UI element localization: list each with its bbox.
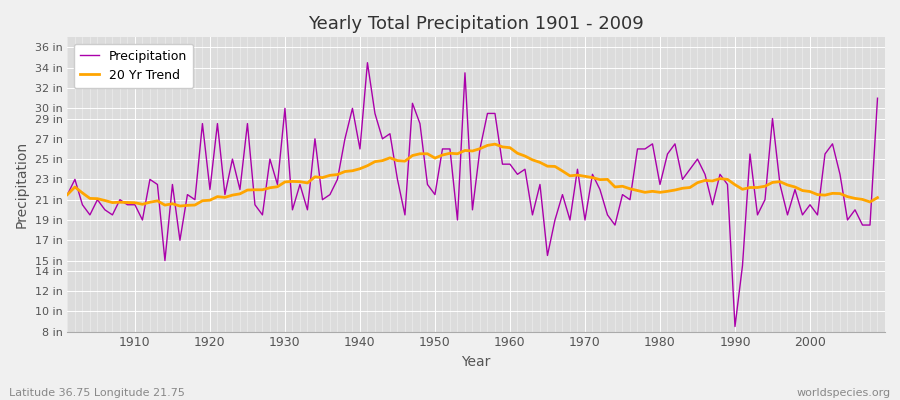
Title: Yearly Total Precipitation 1901 - 2009: Yearly Total Precipitation 1901 - 2009 (309, 15, 644, 33)
20 Yr Trend (490, 142, 500, 146)
20 Yr Trend (62, 192, 73, 197)
20 Yr Trend (609, 184, 620, 189)
Y-axis label: Precipitation: Precipitation (15, 141, 29, 228)
Precipitation (332, 177, 343, 182)
20 Yr Trend (122, 200, 133, 205)
Precipitation (602, 212, 613, 217)
20 Yr Trend (339, 169, 350, 174)
Precipitation (512, 172, 523, 177)
20 Yr Trend (872, 195, 883, 200)
Precipitation (362, 60, 373, 65)
Precipitation (872, 96, 883, 101)
20 Yr Trend (519, 154, 530, 158)
Precipitation (505, 162, 516, 166)
Precipitation (122, 202, 133, 207)
Legend: Precipitation, 20 Yr Trend: Precipitation, 20 Yr Trend (74, 44, 194, 88)
Precipitation (730, 324, 741, 329)
Line: Precipitation: Precipitation (68, 63, 878, 326)
20 Yr Trend (294, 179, 305, 184)
20 Yr Trend (512, 151, 523, 156)
Text: worldspecies.org: worldspecies.org (796, 388, 891, 398)
X-axis label: Year: Year (462, 355, 490, 369)
Precipitation (62, 192, 73, 197)
20 Yr Trend (175, 204, 185, 208)
Text: Latitude 36.75 Longitude 21.75: Latitude 36.75 Longitude 21.75 (9, 388, 184, 398)
Precipitation (287, 208, 298, 212)
Line: 20 Yr Trend: 20 Yr Trend (68, 144, 878, 206)
